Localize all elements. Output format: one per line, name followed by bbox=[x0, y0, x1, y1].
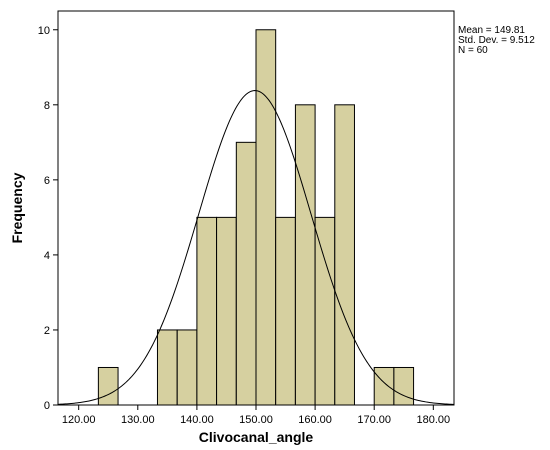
x-tick-label: 140.00 bbox=[180, 414, 214, 426]
y-tick-label: 2 bbox=[44, 325, 50, 337]
x-tick-label: 120.00 bbox=[62, 414, 96, 426]
y-tick-label: 4 bbox=[44, 250, 50, 262]
histogram-bar bbox=[176, 329, 198, 406]
y-axis-title: Frequency bbox=[9, 172, 25, 243]
y-tick-label: 6 bbox=[44, 175, 50, 187]
x-tick-label: 150.00 bbox=[239, 414, 273, 426]
x-axis-title: Clivocanal_angle bbox=[199, 429, 314, 445]
histogram-bar bbox=[156, 329, 178, 406]
x-axis: 120.00 130.00 140.00 150.00 160.00 170.00 180.… bbox=[62, 405, 450, 426]
x-tick-label: 170.00 bbox=[357, 414, 391, 426]
histogram-bar bbox=[275, 216, 296, 406]
stat-n: N = 60 bbox=[458, 45, 488, 56]
y-tick-label: 0 bbox=[44, 400, 50, 412]
y-tick-label: 10 bbox=[38, 25, 50, 37]
stat-std-dev: Std. Dev. = 9.512 bbox=[458, 35, 535, 46]
x-tick-label: 180.00 bbox=[416, 414, 450, 426]
histogram-bar bbox=[255, 29, 277, 406]
histogram-bar bbox=[235, 141, 257, 406]
x-tick-label: 160.00 bbox=[298, 414, 332, 426]
y-axis: 0 2 4 6 8 10 bbox=[38, 25, 58, 412]
histogram-bar bbox=[314, 216, 336, 406]
statistics-legend: Mean = 149.81 Std. Dev. = 9.512 N = 60 bbox=[458, 26, 535, 56]
stat-mean: Mean = 149.81 bbox=[458, 25, 525, 36]
histogram-bar bbox=[373, 366, 395, 406]
histogram-bar bbox=[216, 216, 237, 406]
histogram-bar bbox=[294, 104, 316, 406]
y-tick-label: 8 bbox=[44, 100, 50, 112]
x-tick-label: 130.00 bbox=[121, 414, 155, 426]
normal-curve bbox=[57, 90, 455, 405]
histogram-bar bbox=[196, 216, 218, 406]
histogram-bar bbox=[97, 366, 119, 406]
histogram-bar bbox=[334, 104, 355, 406]
histogram-bar bbox=[393, 366, 415, 406]
